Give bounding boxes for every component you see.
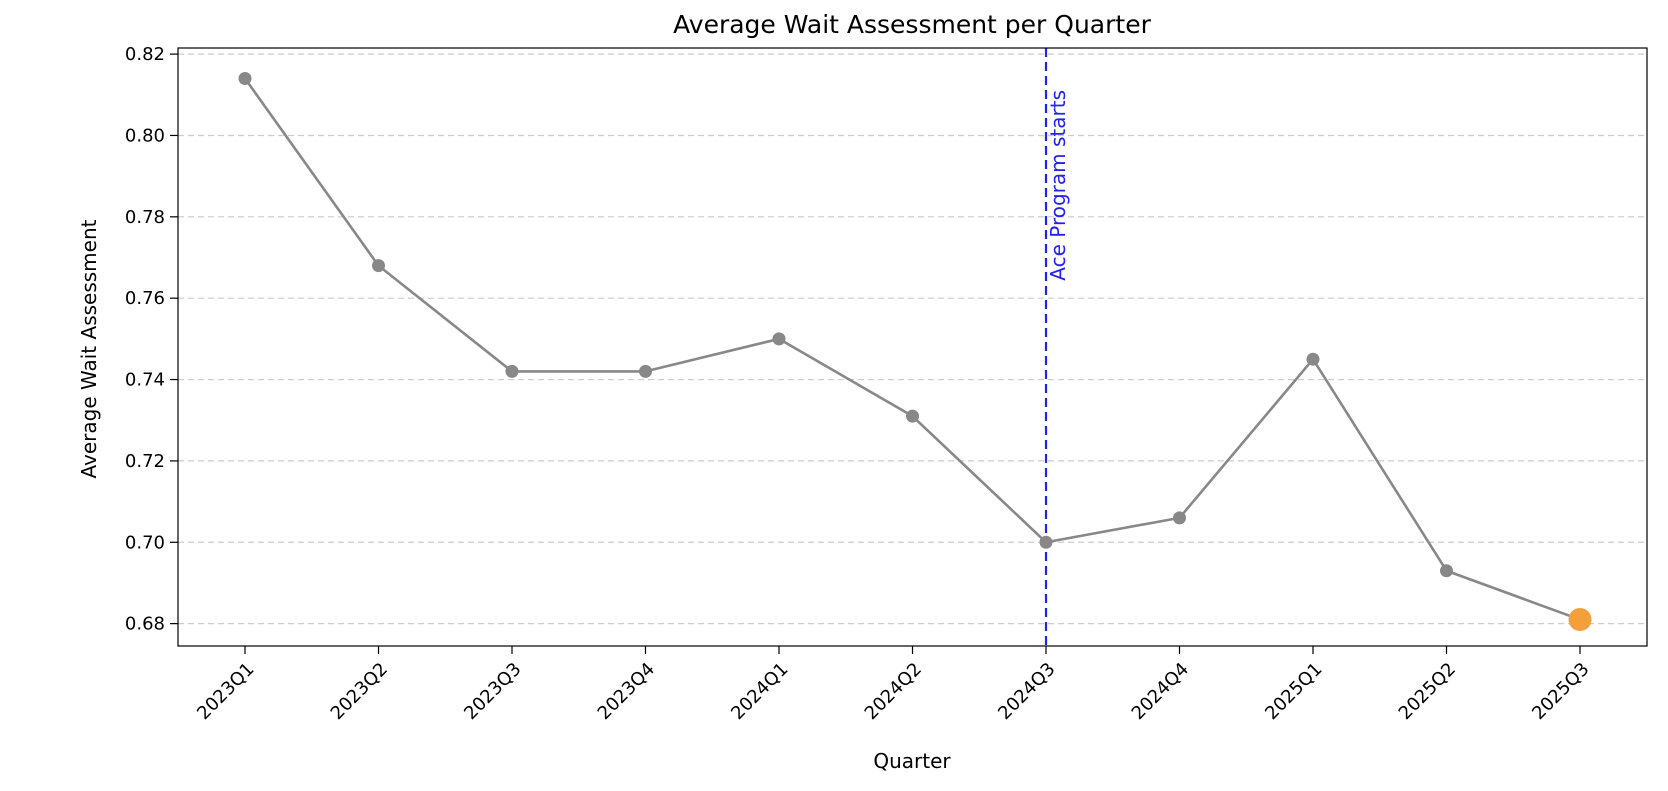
y-axis: 0.68 0.70 0.72 0.74 0.76 0.78 0.80 0.82 (125, 44, 178, 635)
y-tick-label: 0.82 (125, 44, 165, 65)
data-point (772, 332, 786, 346)
chart-title: Average Wait Assessment per Quarter (673, 10, 1151, 39)
data-point (906, 409, 919, 423)
y-tick-label: 0.74 (125, 370, 165, 391)
x-tick-label: 2024Q1 (727, 659, 792, 724)
data-point (1440, 564, 1453, 578)
y-tick-label: 0.72 (125, 451, 165, 472)
y-tick-label: 0.76 (125, 288, 165, 309)
x-tick-label: 2023Q1 (193, 659, 258, 724)
data-point (238, 72, 252, 86)
data-point (1173, 511, 1186, 525)
y-tick-label: 0.80 (125, 125, 165, 146)
x-axis: 2023Q1 2023Q2 2023Q3 2023Q4 2024Q1 2024Q2 2024… (193, 646, 1594, 724)
plot-frame (177, 47, 1648, 647)
x-tick-label: 2023Q3 (460, 659, 525, 724)
x-tick-label: 2024Q2 (861, 659, 926, 724)
y-axis-label: Average Wait Assessment (77, 219, 101, 478)
x-tick-label: 2023Q4 (594, 659, 659, 724)
annotation-label: Ace Program starts (1046, 90, 1070, 281)
data-point (505, 364, 519, 378)
y-tick-label: 0.70 (125, 532, 165, 553)
x-tick-label: 2024Q3 (994, 659, 1059, 724)
x-tick-label: 2025Q2 (1395, 659, 1460, 724)
series-line (243, 77, 1581, 621)
y-tick-label: 0.78 (125, 207, 165, 228)
y-gridlines (178, 53, 1647, 625)
data-point (1039, 535, 1053, 549)
y-tick-label: 0.68 (125, 614, 165, 635)
x-tick-label: 2025Q1 (1261, 659, 1326, 724)
highlight-point (1568, 608, 1592, 632)
x-axis-label: Quarter (873, 749, 951, 773)
data-point (1306, 352, 1320, 366)
annotation-line-layer: Ace Program starts (1044, 48, 1070, 646)
series-layer (238, 72, 1592, 632)
x-tick-label: 2025Q3 (1528, 659, 1593, 724)
x-tick-label: 2024Q4 (1128, 659, 1193, 724)
data-point (639, 364, 652, 378)
x-tick-label: 2023Q2 (327, 659, 392, 724)
data-point (372, 259, 385, 273)
